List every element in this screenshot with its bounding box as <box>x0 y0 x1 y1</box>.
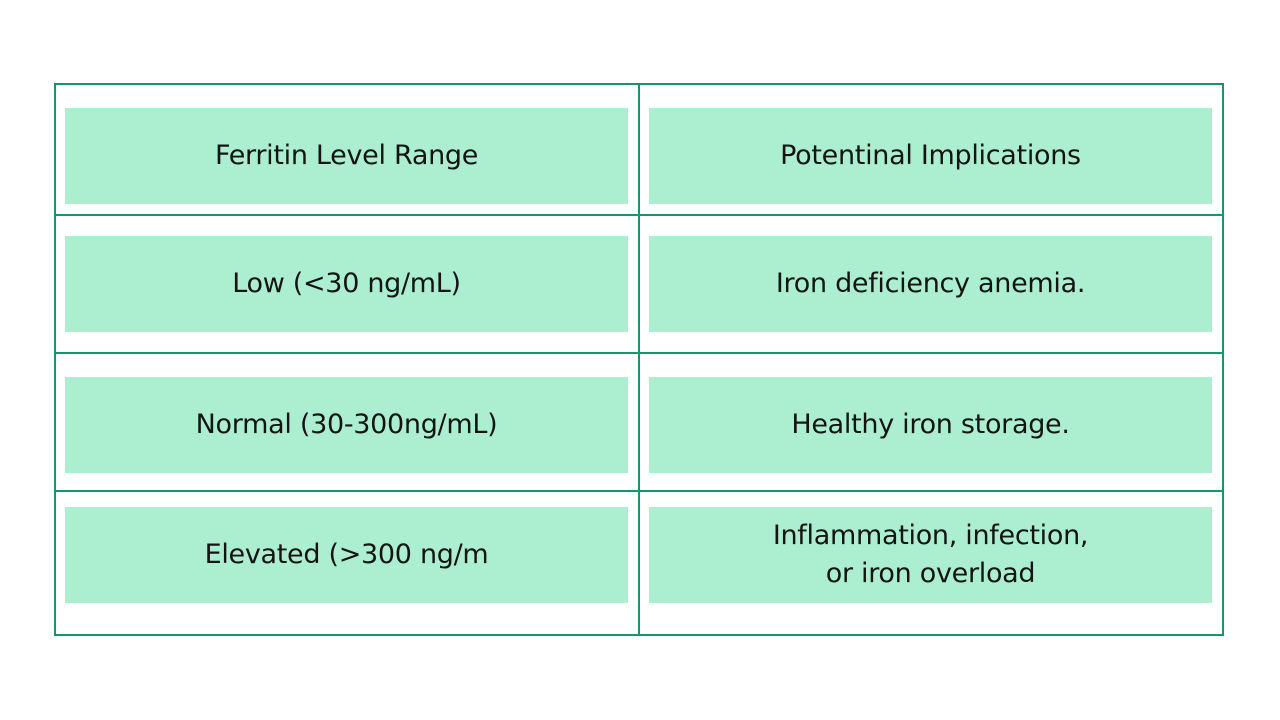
row-divider <box>54 352 1224 354</box>
table-cell: Normal (30-300ng/mL) <box>65 377 628 473</box>
table-cell: Low (<30 ng/mL) <box>65 236 628 332</box>
header-cell: Potentinal Implications <box>649 108 1212 204</box>
table-cell: Iron deficiency anemia. <box>649 236 1212 332</box>
table-cell: Healthy iron storage. <box>649 377 1212 473</box>
header-cell: Ferritin Level Range <box>65 108 628 204</box>
row-divider <box>54 214 1224 216</box>
column-divider <box>638 83 640 636</box>
row-divider <box>54 490 1224 492</box>
table-cell: Elevated (>300 ng/m <box>65 507 628 603</box>
table-cell: Inflammation, infection, or iron overloa… <box>649 507 1212 603</box>
